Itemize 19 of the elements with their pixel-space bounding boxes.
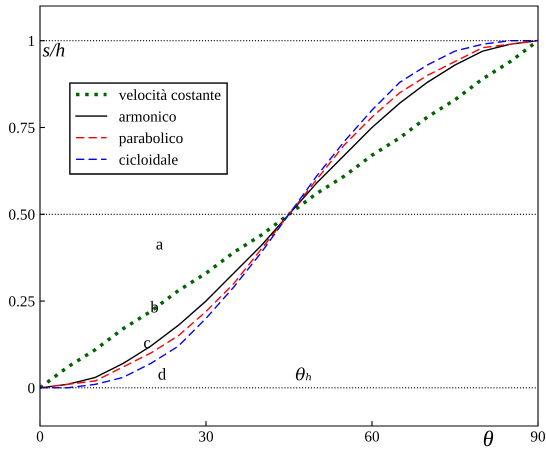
y-tick-label: 0.50 xyxy=(8,209,35,220)
y-axis-title: s/h xyxy=(42,42,64,57)
y-tick-label: 1 xyxy=(28,36,34,46)
x-tick-label: 60 xyxy=(365,431,380,442)
legend-label: parabolico xyxy=(119,132,183,146)
legend-label: armonico xyxy=(119,111,176,122)
annotation: d xyxy=(158,368,166,380)
x-tick-label: 30 xyxy=(199,431,214,442)
legend-label: cicloidale xyxy=(119,154,178,165)
y-tick-label: 0 xyxy=(28,382,35,394)
y-tick-label: 0.25 xyxy=(8,296,35,307)
legend-label: velocità costante xyxy=(118,89,220,100)
y-tick-label: 0.75 xyxy=(8,122,35,134)
x-tick-label: 90 xyxy=(530,431,546,442)
annotation: c xyxy=(144,340,150,348)
annotation: a xyxy=(156,242,163,250)
x-tick-label: 0 xyxy=(36,431,44,442)
annotation: θₕ xyxy=(296,367,312,380)
x-axis-title: θ xyxy=(484,430,494,446)
